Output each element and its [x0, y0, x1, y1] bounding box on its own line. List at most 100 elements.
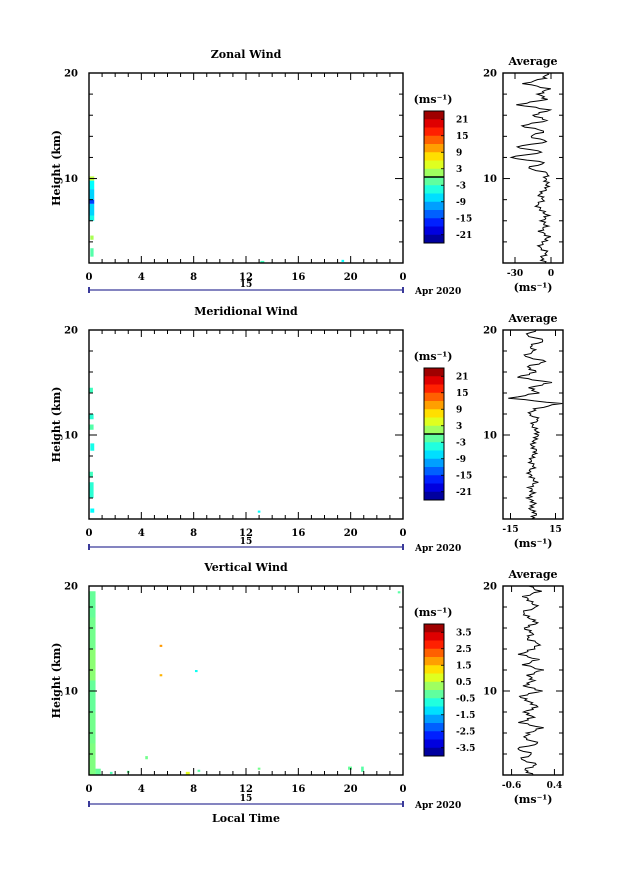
heatmap-cell [89, 180, 95, 190]
y-tick-label: 20 [64, 326, 78, 337]
x-tick-label: 16 [291, 784, 305, 795]
colorbar-segment [424, 144, 444, 153]
colorbar-unit-label: (ms⁻¹) [414, 350, 453, 363]
colorbar-tick-label: 3 [456, 165, 462, 175]
x-axis-label: Local Time [212, 812, 280, 825]
colorbar-segment [424, 210, 444, 219]
x-tick-label: 4 [138, 784, 145, 795]
average-x-axis-label: (ms⁻¹) [514, 537, 553, 550]
colorbar-segment [424, 135, 444, 145]
colorbar-segment [424, 624, 444, 633]
plot-frame [88, 585, 404, 776]
panel-title: Vertical Wind [203, 561, 288, 574]
heatmap-cell [89, 203, 95, 216]
x-tick-label: 0 [86, 784, 93, 795]
average-x-tick-label: 0.4 [547, 781, 563, 791]
plot-frame [88, 329, 404, 520]
heatmap-cell [341, 259, 345, 262]
average-x-tick-label: 0 [548, 269, 554, 279]
colorbar-tick-label: 15 [456, 389, 469, 399]
average-profile-line [508, 329, 563, 520]
heatmap-cell [90, 248, 94, 257]
heatmap-cell [90, 443, 95, 451]
colorbar-segment [424, 714, 444, 724]
colorbar-segment [424, 234, 444, 244]
y-axis-label: Height (km) [50, 387, 63, 463]
heatmap-cell [90, 508, 95, 513]
colorbar-tick-label: -9 [456, 455, 466, 465]
average-title: Average [507, 568, 557, 581]
x-tick-label: 12 [239, 272, 253, 283]
colorbar-segment [424, 226, 444, 236]
y-tick-label: 10 [64, 431, 78, 442]
date-label: Apr 2020 [414, 801, 461, 811]
colorbar-tick-label: -3.5 [456, 744, 475, 754]
average-x-tick-label: -0.6 [502, 781, 521, 791]
heatmap-cell [145, 756, 148, 760]
heatmap-cell [89, 649, 96, 681]
colorbar-segment [424, 392, 444, 402]
x-tick-label: 0 [400, 272, 407, 283]
heatmap-cell [89, 387, 93, 393]
colorbar-segment [424, 698, 444, 707]
colorbar-tick-label: 21 [456, 115, 469, 125]
colorbar-segment [424, 681, 444, 691]
x-tick-label: 12 [239, 528, 253, 539]
colorbar-segment [424, 747, 444, 757]
x-tick-label: 16 [291, 528, 305, 539]
colorbar-segment [424, 119, 444, 128]
colorbar-tick-label: -3 [456, 181, 466, 191]
average-y-tick-label: 10 [483, 687, 497, 698]
heatmap-cell [89, 482, 94, 498]
x-tick-label: 8 [190, 272, 197, 283]
colorbar-tick-label: -15 [456, 471, 472, 481]
colorbar-tick-label: 3 [456, 422, 462, 432]
x-tick-label: 0 [86, 272, 93, 283]
colorbar-segment [424, 657, 444, 666]
average-x-axis-label: (ms⁻¹) [514, 793, 553, 806]
colorbar-tick-label: -1.5 [456, 711, 475, 721]
colorbar-segment [424, 401, 444, 410]
heatmap-cell [197, 769, 201, 772]
colorbar-segment [424, 384, 444, 394]
colorbar-segment [424, 731, 444, 740]
heatmap-cell [89, 414, 94, 420]
colorbar-segment [424, 491, 444, 501]
heatmap-cell [397, 591, 401, 594]
heatmap-cell [95, 768, 101, 775]
heatmap-cell [260, 260, 265, 263]
average-frame [502, 329, 564, 520]
heatmap-cell [194, 670, 198, 673]
colorbar-segment [424, 127, 444, 137]
colorbar-segment [424, 168, 444, 178]
average-profile-line [517, 585, 544, 776]
x-tick-label: 20 [344, 528, 358, 539]
average-profile-line [509, 72, 553, 264]
colorbar-tick-label: 0.5 [456, 678, 472, 688]
heatmap-cell [89, 424, 94, 430]
heatmap-cell [257, 510, 261, 513]
colorbar-tick-label: 3.5 [456, 628, 472, 638]
heatmap-cell [159, 674, 163, 677]
colorbar-segment [424, 417, 444, 427]
heatmap-cell [89, 471, 93, 477]
colorbar-segment [424, 690, 444, 699]
average-x-tick-label: -15 [502, 525, 518, 535]
colorbar-segment [424, 442, 444, 451]
colorbar-segment [424, 376, 444, 385]
colorbar-tick-label: -0.5 [456, 694, 475, 704]
day-label: 15 [240, 537, 253, 547]
colorbar-tick-label: -9 [456, 198, 466, 208]
heatmap-cell [89, 743, 96, 775]
day-label: 15 [240, 280, 253, 290]
x-tick-label: 4 [138, 272, 145, 283]
colorbar-segment [424, 177, 444, 186]
colorbar-segment [424, 706, 444, 716]
colorbar-tick-label: 15 [456, 132, 469, 142]
colorbar-segment [424, 739, 444, 749]
y-tick-label: 20 [64, 582, 78, 593]
x-tick-label: 16 [291, 272, 305, 283]
day-label: 15 [240, 794, 253, 804]
colorbar-tick-label: 21 [456, 372, 469, 382]
